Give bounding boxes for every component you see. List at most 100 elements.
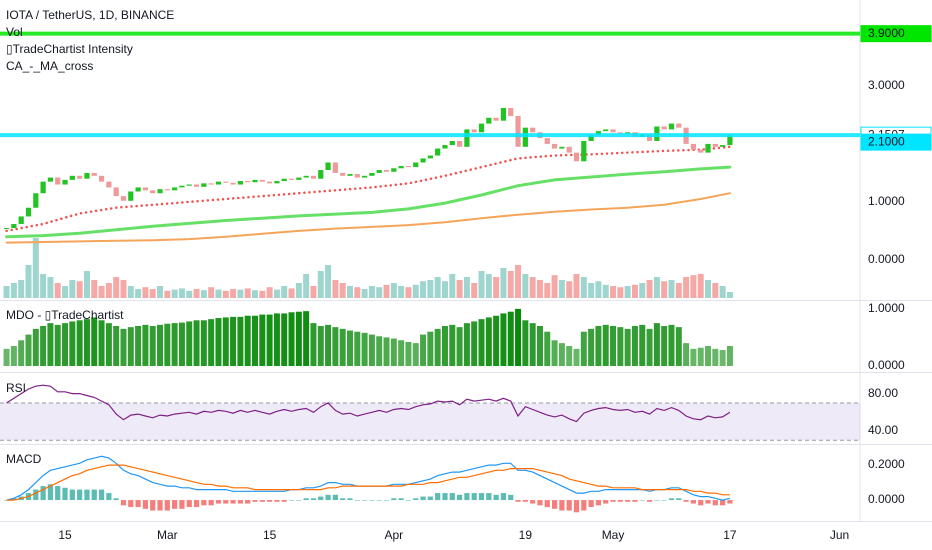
volume-bar bbox=[164, 290, 171, 298]
volume-bar bbox=[478, 271, 485, 298]
mdo-bar bbox=[105, 323, 112, 366]
candle bbox=[471, 129, 477, 133]
volume-bar bbox=[98, 286, 105, 298]
mdo-bar bbox=[40, 326, 47, 366]
macd-histogram-bar bbox=[486, 493, 492, 501]
y-tick-label: 80.00 bbox=[868, 386, 898, 400]
candle bbox=[690, 143, 697, 150]
x-tick-label: 17 bbox=[723, 528, 737, 542]
mdo-bar bbox=[186, 321, 193, 366]
x-tick-label: May bbox=[602, 528, 625, 542]
candle bbox=[405, 165, 412, 168]
x-tick-label: 15 bbox=[263, 528, 277, 542]
macd-histogram-bar bbox=[413, 498, 419, 501]
macd-histogram-bar bbox=[157, 500, 163, 511]
volume-bar bbox=[463, 277, 470, 298]
volume-bar bbox=[376, 287, 383, 298]
mdo-bar bbox=[346, 330, 353, 366]
volume-bar bbox=[427, 280, 434, 298]
candle bbox=[296, 177, 302, 180]
macd-histogram-bar bbox=[237, 500, 243, 504]
candle bbox=[625, 132, 631, 134]
macd-histogram-bar bbox=[215, 500, 222, 504]
volume-bar bbox=[25, 265, 32, 298]
macd-histogram-bar bbox=[690, 500, 697, 504]
volume-bar bbox=[719, 286, 726, 298]
volume-bar bbox=[390, 283, 397, 298]
macd-histogram-bar bbox=[303, 498, 309, 501]
volume-bar bbox=[317, 271, 324, 298]
price-label: 2.1000 bbox=[868, 134, 905, 148]
volume-bar bbox=[610, 286, 617, 298]
candle bbox=[464, 129, 470, 147]
macd-histogram-bar bbox=[288, 500, 295, 501]
candle bbox=[646, 134, 653, 142]
candle bbox=[603, 129, 609, 132]
macd-histogram-bar bbox=[274, 500, 280, 502]
mdo-bar bbox=[354, 331, 361, 366]
mdo-bar bbox=[200, 320, 207, 366]
mdo-bar bbox=[544, 331, 551, 366]
mdo-bar bbox=[332, 327, 339, 366]
volume-bar bbox=[237, 289, 244, 298]
macd-histogram-bar bbox=[435, 493, 441, 501]
volume-bar bbox=[639, 283, 646, 298]
candle bbox=[135, 187, 141, 192]
mdo-bar bbox=[237, 316, 244, 366]
price-label-box bbox=[860, 133, 932, 151]
mdo-bar bbox=[361, 332, 368, 366]
mdo-bar bbox=[310, 323, 317, 366]
candle bbox=[62, 179, 68, 185]
candle bbox=[3, 228, 10, 230]
x-tick-label: Apr bbox=[384, 528, 403, 542]
macd-histogram-bar bbox=[376, 500, 382, 501]
volume-bar bbox=[83, 271, 90, 298]
mdo-bar bbox=[32, 328, 39, 366]
mdo-bar bbox=[281, 313, 288, 366]
mdo-bar bbox=[317, 326, 324, 366]
macd-histogram-bar bbox=[698, 500, 704, 506]
macd-histogram-bar bbox=[318, 496, 324, 501]
volume-bar bbox=[653, 277, 660, 298]
candle bbox=[712, 143, 718, 147]
mdo-bar bbox=[580, 331, 587, 366]
mdo-bar bbox=[266, 314, 273, 366]
volume-bar bbox=[62, 286, 69, 298]
volume-bar bbox=[580, 277, 587, 298]
mdo-bar bbox=[244, 315, 251, 366]
mdo-bar bbox=[62, 323, 69, 366]
mdo-bar bbox=[3, 348, 10, 366]
volume-bar bbox=[288, 288, 295, 298]
mdo-bar bbox=[617, 327, 624, 366]
macd-histogram-bar bbox=[223, 500, 229, 504]
mdo-bar bbox=[120, 328, 127, 366]
mdo-bar bbox=[705, 346, 712, 366]
candle bbox=[398, 165, 404, 169]
volume-bar bbox=[668, 280, 675, 298]
mdo-bar bbox=[98, 320, 105, 366]
mdo-bar bbox=[420, 334, 427, 366]
volume-bar bbox=[661, 281, 668, 298]
macd-histogram-bar bbox=[668, 498, 675, 501]
macd-histogram-bar bbox=[106, 493, 112, 501]
macd-histogram-bar bbox=[33, 489, 39, 501]
volume-bar bbox=[412, 284, 419, 298]
mdo-bar bbox=[529, 323, 536, 366]
volume-bar bbox=[215, 289, 222, 298]
mdo-bar bbox=[113, 326, 120, 366]
volume-bar bbox=[47, 277, 54, 298]
volume-bar bbox=[266, 287, 273, 298]
volume-bar bbox=[361, 289, 368, 298]
mdo-bar bbox=[368, 334, 375, 366]
volume-bar bbox=[346, 286, 353, 298]
candle bbox=[617, 132, 623, 134]
volume-bar bbox=[310, 286, 317, 298]
macd-histogram-bar bbox=[340, 498, 346, 501]
macd-histogram-bar bbox=[84, 489, 90, 501]
candle bbox=[435, 148, 441, 156]
macd-histogram-bar bbox=[530, 500, 536, 504]
candle bbox=[25, 207, 32, 217]
volume-bar bbox=[178, 288, 185, 298]
candle bbox=[113, 187, 119, 197]
